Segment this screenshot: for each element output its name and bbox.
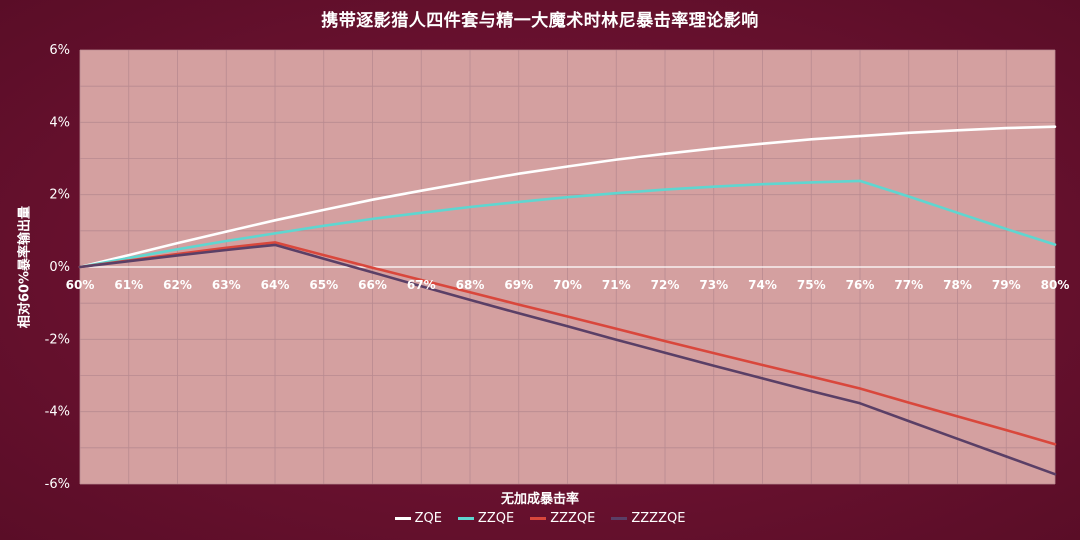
x-tick-label: 71% [602,278,631,292]
y-tick-labels: -6% -4% -2% 0% 2% 4% 6% [45,43,70,492]
x-tick-label: 76% [846,278,875,292]
y-tick-label: -2% [45,332,70,347]
x-tick-label: 75% [797,278,826,292]
legend-item-zqe: ZQE [394,511,442,526]
legend-swatch [611,517,628,520]
y-tick-label: 2% [49,188,70,203]
x-tick-label: 60% [66,278,95,292]
y-tick-label: 0% [49,260,70,275]
legend-label: ZZZZQE [631,511,686,526]
y-axis-label: 相对60%暴率输出量 [17,205,33,329]
series-line-zzzqe [78,241,1057,446]
x-tick-label: 74% [748,278,777,292]
x-tick-label: 61% [114,278,143,292]
legend-item-zzzqe: ZZZQE [530,511,595,526]
x-tick-label: 80% [1041,278,1070,292]
legend-swatch [530,517,547,520]
series-line-zqe [78,125,1057,269]
legend-item-zzzzqe: ZZZZQE [611,511,685,526]
legend-swatch [457,517,474,520]
x-tick-label: 65% [309,278,338,292]
x-tick-label: 69% [504,278,533,292]
legend-item-zzqe: ZZQE [457,511,515,526]
series-lines [78,125,1057,476]
legend-swatch [394,517,411,520]
x-tick-label: 62% [163,278,192,292]
legend-label: ZZQE [477,511,515,526]
legend-label: ZZZQE [550,511,596,526]
y-tick-label: 6% [49,43,70,58]
y-tick-label: -6% [45,477,70,492]
x-tick-label: 66% [358,278,387,292]
y-tick-label: -4% [45,405,70,420]
legend-label: ZQE [414,511,442,526]
x-tick-label: 64% [261,278,290,292]
x-axis-label: 无加成暴击率 [500,492,579,507]
x-tick-label: 67% [407,278,436,292]
x-tick-label: 72% [651,278,680,292]
x-tick-label: 78% [943,278,972,292]
x-tick-label: 68% [456,278,485,292]
chart-title: 携带逐影猎人四件套与精一大魔术时林尼暴击率理论影响 [321,11,759,31]
series-line-zzzzqe [78,243,1057,476]
x-tick-labels: 60% 61% 62% 63% 64% 65% 66% 67% 68% 69% 70% 71% 72% 7… [66,278,1070,292]
x-tick-label: 73% [699,278,728,292]
x-tick-label: 77% [894,278,923,292]
y-tick-label: 4% [49,115,70,130]
x-tick-label: 63% [212,278,241,292]
x-tick-label: 79% [992,278,1021,292]
x-tick-label: 70% [553,278,582,292]
series-line-zzqe [78,179,1057,269]
legend: ZQE ZZQE ZZZQE ZZZZQE [0,511,1080,526]
